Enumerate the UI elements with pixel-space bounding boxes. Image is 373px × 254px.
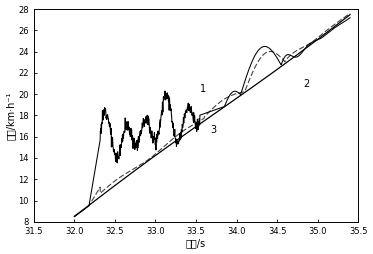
Text: 3: 3: [211, 124, 217, 135]
X-axis label: 时间/s: 时间/s: [186, 239, 206, 248]
Y-axis label: 轮速/km·h⁻¹: 轮速/km·h⁻¹: [6, 91, 16, 140]
Text: 1: 1: [200, 84, 206, 94]
Text: 2: 2: [303, 79, 309, 89]
